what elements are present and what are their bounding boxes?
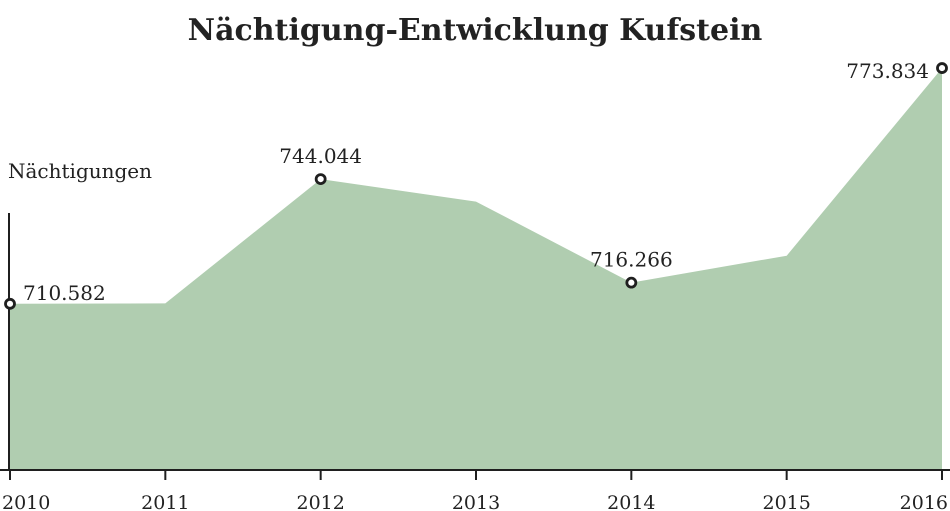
label-layer: 710.582 744.044 716.266 773.834 [23,59,929,305]
x-tick-label-2014: 2014 [607,492,655,511]
x-tick-label-2011: 2011 [141,492,189,511]
data-point-marker-2016 [936,62,948,74]
data-label-2010: 710.582 [23,281,106,305]
x-tick-label-2016: 2016 [900,492,948,511]
marker-layer [4,62,948,310]
data-label-2016: 773.834 [846,59,929,83]
data-label-2014: 716.266 [590,248,673,272]
tick-layer: 2010 2011 2012 2013 2014 2015 2016 [2,470,948,511]
x-tick-label-2013: 2013 [452,492,500,511]
chart-title: Nächtigung-Entwicklung Kufstein [188,13,763,48]
data-point-marker-2014 [625,276,638,289]
x-tick-label-2012: 2012 [296,492,344,511]
area-layer [10,68,942,470]
data-label-2012: 744.044 [279,144,362,168]
x-tick-label-2010: 2010 [2,492,50,511]
y-axis-label: Nächtigungen [8,159,152,183]
area-series-fill [10,68,942,470]
data-point-marker-2010 [4,297,16,310]
x-tick-label-2015: 2015 [762,492,810,511]
data-point-marker-2012 [314,173,327,186]
